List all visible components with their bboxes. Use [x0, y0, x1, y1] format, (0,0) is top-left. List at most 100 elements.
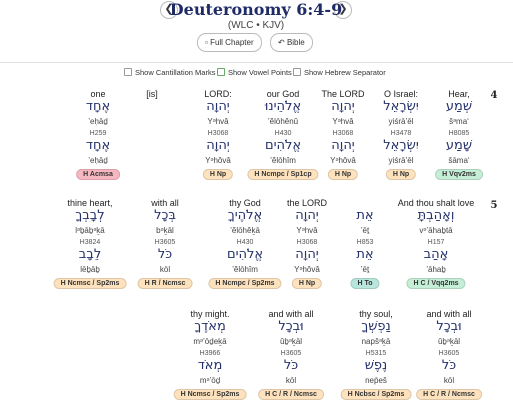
- morph-tag[interactable]: H Np: [385, 169, 417, 180]
- transliteration: yiśrā’ēl: [388, 117, 414, 126]
- strong-number: H3966: [199, 350, 221, 357]
- transliteration: ’ĕlōhênû: [267, 117, 299, 126]
- hebrew-word: אֱלֹהֵינוּ: [264, 99, 302, 114]
- lemma: יְהוָה: [206, 138, 230, 153]
- lemma-transliteration: ’ĕlōhîm: [232, 265, 258, 274]
- morph-tag[interactable]: H To: [350, 278, 380, 289]
- english-word: thy might.: [190, 309, 230, 319]
- hebrew-word: וּבְכָל: [436, 319, 462, 334]
- transliteration: mᵊ’ōḏeḵā: [193, 337, 227, 346]
- hebrew-word: יְהוָה: [331, 99, 355, 114]
- lemma-transliteration: nep̄eš: [365, 376, 387, 385]
- option[interactable]: Show Hebrew Separator: [293, 68, 386, 77]
- lemma-transliteration: ’āhaḇ: [426, 265, 446, 274]
- hebrew-word: אֶחָד: [85, 99, 111, 114]
- button-label: Full Chapter: [210, 38, 254, 47]
- transliteration: Yᵊhvâ: [207, 117, 229, 126]
- strong-number: H3068: [332, 130, 354, 137]
- english-word: thy soul,: [359, 309, 393, 319]
- english-word: thine heart,: [67, 198, 113, 208]
- option-label: Show Cantillation Marks: [135, 68, 216, 77]
- lemma: אֶחָד: [85, 138, 111, 153]
- option-label: Show Hebrew Separator: [304, 68, 386, 77]
- hebrew-word: אֱלֹהֶיךָ: [227, 208, 263, 223]
- strong-number: H3605: [438, 350, 460, 357]
- strong-number: H8085: [448, 130, 470, 137]
- morph-tag[interactable]: H Np: [291, 278, 323, 289]
- transliteration: šᵊma‘: [449, 117, 469, 126]
- strong-number: H3068: [296, 239, 318, 246]
- hebrew-word: יְהוָה: [206, 99, 230, 114]
- hebrew-word: יְהוָה: [295, 208, 319, 223]
- morph-tag[interactable]: H Ncmsc / Sp2ms: [173, 389, 247, 400]
- title: Deuteronomy 6:4-9: [169, 0, 343, 19]
- morph-tag[interactable]: H Acmsa: [76, 169, 120, 180]
- strong-number: H5315: [365, 350, 387, 357]
- lemma: כֹּל: [283, 358, 299, 373]
- lemma-transliteration: ’ēṯ: [360, 265, 370, 274]
- morph-tag[interactable]: H C / R / Ncmsc: [258, 389, 324, 400]
- lemma-transliteration: Yᵊhôvâ: [205, 156, 231, 165]
- transliteration: napšᵊḵā: [361, 337, 391, 346]
- option[interactable]: Show Vowel Points: [217, 68, 292, 77]
- option[interactable]: Show Cantillation Marks: [124, 68, 215, 77]
- lemma: אָהַב: [423, 247, 449, 262]
- lemma-transliteration: Yᵊhôvâ: [294, 265, 320, 274]
- hebrew-word: מְאֹדֶךָ: [194, 319, 226, 334]
- morph-tag[interactable]: H R / Ncmsc: [137, 278, 193, 289]
- lemma-transliteration: kōl: [159, 265, 171, 274]
- lemma: אֵת: [356, 247, 374, 262]
- strong-number: H430: [236, 239, 254, 246]
- morph-tag[interactable]: H Np: [327, 169, 359, 180]
- transliteration: ’ēṯ: [360, 226, 370, 235]
- lemma: מְאֹד: [197, 358, 223, 373]
- hebrew-word: שְׁמַע: [445, 99, 473, 114]
- transliteration: Yᵊhvâ: [296, 226, 318, 235]
- morph-tag[interactable]: H Vqv2ms: [435, 169, 483, 180]
- morph-tag[interactable]: H Np: [202, 169, 234, 180]
- strong-number: H853: [356, 239, 374, 246]
- strong-number: H259: [89, 130, 107, 137]
- morph-tag[interactable]: H Ncmpc / Sp2ms: [208, 278, 282, 289]
- transliteration: lᵊḇāḇᵊḵā: [75, 226, 105, 235]
- lemma: יְהוָה: [331, 138, 355, 153]
- next-button[interactable]: ❯: [334, 1, 352, 19]
- english-word: and with all: [426, 309, 472, 319]
- english-word: and with all: [268, 309, 314, 319]
- english-word: one: [90, 89, 106, 99]
- strong-number: H157: [427, 239, 445, 246]
- hebrew-word: לְבָבְךָ: [75, 208, 105, 223]
- lemma: יְהוָה: [295, 247, 319, 262]
- lemma-transliteration: mᵊ’ōḏ: [199, 376, 221, 385]
- hebrew-word: וְאָהַבְתָּ: [417, 208, 455, 223]
- strong-number: H3068: [207, 130, 229, 137]
- morph-tag[interactable]: H Ncmsc / Sp2ms: [53, 278, 127, 289]
- english-word: Hear,: [448, 89, 470, 99]
- verse-number: 5: [490, 200, 498, 211]
- option-label: Show Vowel Points: [228, 68, 292, 77]
- english-word: O Israel:: [383, 89, 419, 99]
- lemma: לֵבָב: [78, 247, 102, 262]
- hebrew-word: נַפְשְׁךָ: [361, 319, 391, 334]
- strong-number: H3605: [280, 350, 302, 357]
- lemma-transliteration: šāma‘: [448, 156, 470, 165]
- transliteration: ûḇᵊḵāl: [437, 337, 461, 346]
- transliteration: ’ĕlōhêḵā: [230, 226, 260, 235]
- lemma: שָׁמַע: [445, 138, 473, 153]
- morph-tag[interactable]: H C / Vqq2ms: [406, 278, 466, 289]
- full-chapter-button[interactable]: ▫ Full Chapter: [197, 33, 262, 52]
- morph-tag[interactable]: H C / R / Ncmsc: [416, 389, 482, 400]
- morph-tag[interactable]: H Ncbsc / Sp2ms: [340, 389, 412, 400]
- lemma: יִשְׂרָאֵל: [383, 138, 419, 153]
- hebrew-word: יִשְׂרָאֵל: [383, 99, 419, 114]
- hebrew-word: אֵת: [356, 208, 374, 223]
- lemma-transliteration: kōl: [443, 376, 455, 385]
- strong-number: H3605: [154, 239, 176, 246]
- lemma-transliteration: lēḇāḇ: [80, 265, 100, 274]
- english-word: with all: [151, 198, 179, 208]
- separator: [0, 62, 513, 63]
- prev-button[interactable]: ❮: [160, 1, 178, 19]
- morph-tag[interactable]: H Ncmpc / Sp1cp: [247, 169, 319, 180]
- bible-button[interactable]: ↶ Bible: [270, 33, 313, 52]
